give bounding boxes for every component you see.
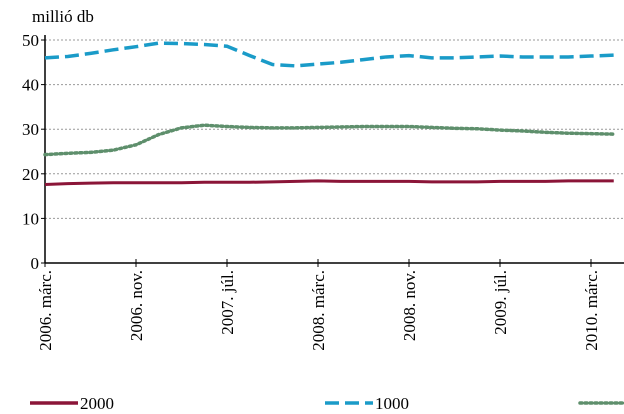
series-line (43, 123, 616, 157)
y-axis-label: millió db (32, 7, 94, 26)
legend-label: 2000 (80, 394, 114, 413)
series-line (44, 179, 614, 187)
y-tick-label: 50 (22, 31, 39, 50)
x-tick-label: 2007. júl. (218, 270, 237, 335)
y-tick-label: 40 (22, 76, 39, 95)
y-tick-label: 20 (22, 165, 39, 184)
x-tick-label: 2008. nov. (400, 270, 419, 341)
x-tick-label: 2010. márc. (582, 270, 601, 351)
x-tick-label: 2008. márc. (309, 270, 328, 351)
legend-label: 1000 (375, 394, 409, 413)
y-tick-label: 10 (22, 209, 39, 228)
y-tick-label: 0 (31, 254, 40, 273)
x-tick-label: 2006. márc. (36, 270, 55, 351)
series-line (44, 41, 614, 68)
y-tick-label: 30 (22, 120, 39, 139)
x-tick-label: 2009. júl. (491, 270, 510, 335)
x-tick-label: 2006. nov. (127, 270, 146, 341)
